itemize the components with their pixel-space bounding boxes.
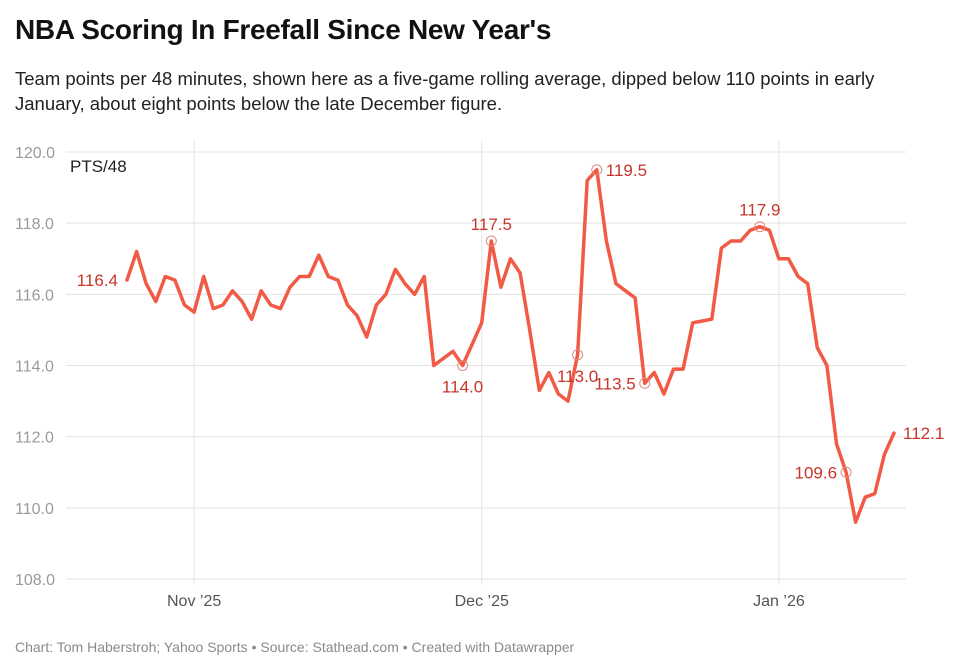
- annotation-label: 113.5: [594, 374, 635, 393]
- annotation-label: 113.0: [557, 367, 598, 386]
- y-tick-label: 116.0: [15, 287, 54, 304]
- chart-subtitle: Team points per 48 minutes, shown here a…: [15, 68, 875, 114]
- annotation-label: 117.5: [471, 215, 512, 234]
- annotation-label: 114.0: [442, 378, 483, 397]
- chart-title: NBA Scoring In Freefall Since New Year's: [15, 14, 552, 45]
- y-tick-label: 110.0: [15, 501, 54, 518]
- y-tick-label: 112.0: [15, 430, 54, 447]
- annotation-marker: [572, 349, 584, 361]
- ylabel-background: [66, 154, 146, 178]
- annotation-marker: [591, 164, 603, 176]
- annotation-marker: [840, 466, 852, 478]
- annotation-label: 116.4: [77, 271, 118, 290]
- series-line: [125, 168, 896, 524]
- annotation-label: 109.6: [795, 463, 838, 482]
- annotation-marker: [639, 377, 651, 389]
- x-tick-label: Jan ’26: [753, 593, 805, 610]
- annotation-marker: [457, 360, 469, 371]
- annotation-label: 117.9: [739, 201, 780, 220]
- y-tick-label: 108.0: [15, 572, 55, 589]
- y-tick-label: 114.0: [15, 359, 54, 376]
- annotation-marker: [485, 235, 497, 247]
- annotation-label: 119.5: [606, 161, 647, 180]
- annotation-label: 112.1: [903, 424, 944, 443]
- y-tick-label: 120.0: [15, 145, 55, 162]
- annotation-marker: [754, 221, 766, 233]
- chart-footer: Chart: Tom Haberstroh; Yahoo Sports • So…: [15, 639, 575, 655]
- x-tick-label: Nov ’25: [167, 593, 221, 610]
- y-axis-label: PTS/48: [70, 157, 127, 176]
- x-tick-label: Dec ’25: [455, 593, 509, 610]
- y-tick-label: 118.0: [15, 216, 54, 233]
